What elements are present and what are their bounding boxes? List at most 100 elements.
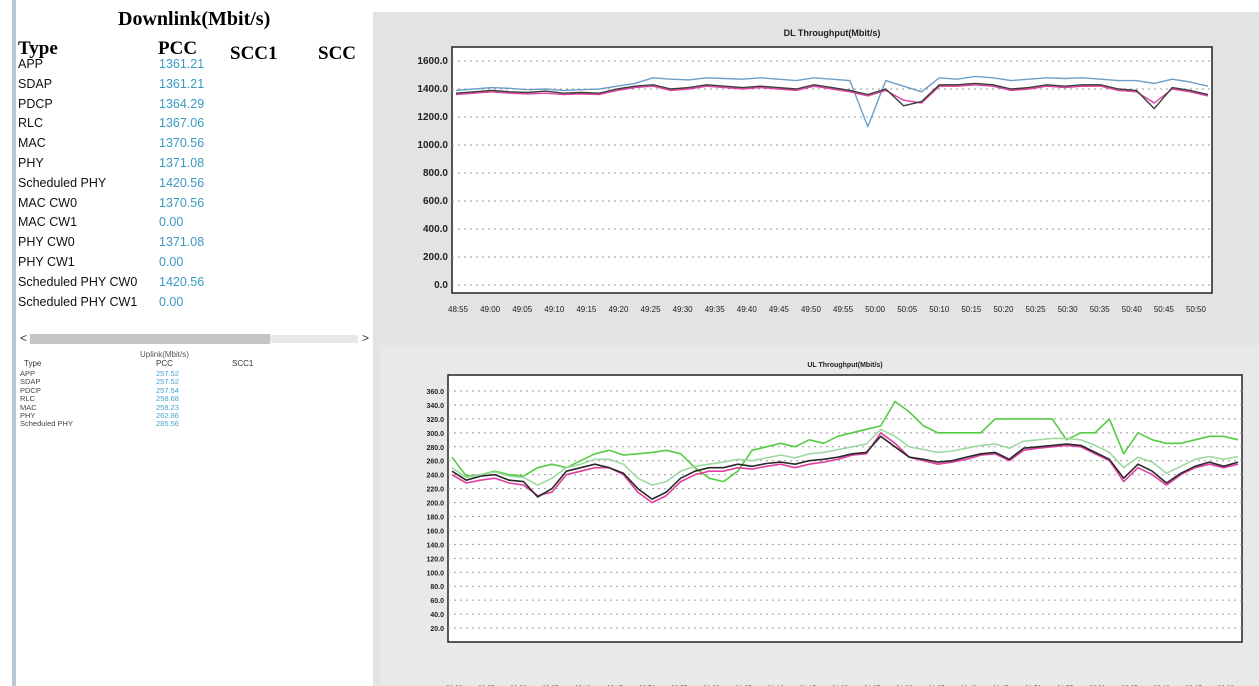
downlink-row: PDCP 1364.29 — [18, 97, 218, 117]
x-tick-label: 48:55 — [448, 305, 469, 314]
downlink-row-type: MAC CW0 — [18, 195, 78, 210]
x-tick-label: 49:00 — [480, 305, 501, 314]
scroll-left-icon[interactable]: < — [20, 331, 28, 345]
uplink-row: PHY 262.86 — [20, 411, 320, 420]
downlink-row-pcc: 1361.21 — [159, 57, 205, 71]
scroll-thumb[interactable] — [30, 334, 270, 344]
downlink-row-type: PHY — [18, 156, 44, 170]
x-tick-label: 50:40 — [1122, 305, 1143, 314]
plot-area — [447, 374, 1243, 643]
downlink-row: SDAP 1361.21 — [18, 77, 218, 97]
y-tick-label: 180.0 — [426, 515, 444, 522]
downlink-col-pcc: PCC — [158, 38, 198, 59]
downlink-row: Scheduled PHY 1420.56 — [18, 176, 218, 196]
uplink-row-type: APP — [20, 369, 36, 378]
y-tick-label: 240.0 — [426, 473, 444, 480]
uplink-row-type: PHY — [20, 411, 36, 420]
downlink-row: PHY CW0 1371.08 — [18, 235, 218, 255]
y-tick-label: 200.0 — [426, 501, 444, 508]
downlink-row-type: Scheduled PHY — [18, 175, 107, 190]
uplink-panel — [18, 348, 378, 686]
y-tick-label: 260.0 — [426, 459, 444, 466]
uplink-row-type: RLC — [20, 394, 36, 404]
x-tick-label: 50:50 — [1186, 305, 1207, 314]
downlink-row-pcc: 1370.56 — [159, 195, 205, 210]
y-tick-label: 340.0 — [426, 403, 444, 410]
downlink-row-pcc: 1420.56 — [159, 175, 205, 190]
y-tick-label: 300.0 — [426, 431, 444, 438]
uplink-row: MAC 258.23 — [20, 403, 320, 412]
uplink-row-pcc: 262.86 — [156, 411, 179, 420]
uplink-row-pcc: 257.54 — [156, 385, 179, 395]
left-panel-border — [12, 0, 16, 686]
plot-area — [451, 46, 1213, 294]
y-tick-label: 100.0 — [426, 570, 444, 577]
downlink-row-pcc: 1367.06 — [159, 116, 205, 131]
downlink-col-scc: SCC — [318, 43, 357, 64]
downlink-row-pcc: 1371.08 — [159, 156, 205, 170]
uplink-row-type: PDCP — [20, 385, 41, 395]
downlink-row-pcc: 1370.56 — [159, 136, 205, 151]
uplink-row-pcc: 257.52 — [156, 377, 179, 387]
chart-title: UL Throughput(Mbit/s) — [807, 362, 882, 369]
uplink-row-pcc: 258.68 — [156, 394, 179, 404]
x-tick-label: 49:30 — [673, 305, 694, 314]
scroll-right-icon[interactable]: > — [362, 331, 370, 345]
y-tick-label: 360.0 — [426, 389, 444, 396]
uplink-row: APP 257.52 — [20, 369, 320, 378]
uplink-row-pcc: 257.52 — [156, 369, 179, 378]
downlink-row-type: SDAP — [18, 76, 53, 91]
series-line — [451, 431, 1239, 504]
series-line — [451, 428, 1239, 486]
y-tick-label: 60.0 — [430, 598, 444, 605]
chart-title: DL Throughput(Mbit/s) — [784, 28, 881, 38]
y-tick-label: 400.0 — [423, 224, 448, 235]
y-tick-label: 1000.0 — [417, 140, 448, 151]
series-line — [451, 400, 1239, 483]
y-tick-label: 0.0 — [434, 280, 448, 291]
downlink-row: MAC 1370.56 — [18, 136, 218, 156]
downlink-row-type: Scheduled PHY CW1 — [18, 294, 138, 309]
x-tick-label: 49:45 — [769, 305, 790, 314]
downlink-title: Downlink(Mbit/s) — [118, 8, 271, 30]
series-line — [455, 75, 1209, 128]
uplink-row: PDCP 257.54 — [20, 386, 320, 395]
y-tick-label: 140.0 — [426, 542, 444, 549]
x-tick-label: 50:20 — [993, 305, 1014, 314]
y-tick-label: 1600.0 — [417, 56, 448, 67]
x-tick-label: 49:35 — [705, 305, 726, 314]
uplink-row: Scheduled PHY 285.56 — [20, 419, 320, 428]
downlink-row: Scheduled PHY CW0 1420.56 — [18, 275, 218, 295]
x-tick-label: 50:45 — [1154, 305, 1175, 314]
x-tick-label: 50:35 — [1090, 305, 1111, 314]
downlink-row: Scheduled PHY CW1 0.00 — [18, 295, 218, 315]
uplink-col-scc1: SCC1 — [232, 359, 254, 368]
uplink-col-pcc: PCC — [156, 359, 173, 368]
x-tick-label: 50:05 — [897, 305, 918, 314]
y-tick-label: 1200.0 — [417, 112, 448, 123]
y-tick-label: 280.0 — [426, 445, 444, 452]
x-tick-label: 50:15 — [961, 305, 982, 314]
uplink-row-pcc: 258.23 — [156, 402, 179, 412]
y-tick-label: 120.0 — [426, 556, 444, 563]
downlink-row-pcc: 0.00 — [159, 255, 184, 269]
downlink-row-type: Scheduled PHY CW0 — [18, 274, 138, 289]
x-tick-label: 49:25 — [641, 305, 662, 314]
uplink-row-type: MAC — [20, 402, 37, 412]
downlink-row: APP 1361.21 — [18, 57, 218, 77]
x-tick-label: 49:20 — [608, 305, 629, 314]
x-tick-label: 49:15 — [576, 305, 597, 314]
y-tick-label: 600.0 — [423, 196, 448, 207]
downlink-row-type: PHY CW0 — [18, 235, 75, 250]
downlink-row: MAC CW0 1370.56 — [18, 196, 218, 216]
downlink-row-pcc: 0.00 — [159, 294, 184, 309]
x-tick-label: 49:55 — [833, 305, 854, 314]
x-tick-label: 50:10 — [929, 305, 950, 314]
x-tick-label: 50:25 — [1026, 305, 1047, 314]
downlink-row-pcc: 1364.29 — [159, 96, 205, 111]
downlink-row-type: RLC — [18, 116, 44, 131]
x-tick-label: 49:05 — [512, 305, 533, 314]
y-tick-label: 200.0 — [423, 252, 448, 263]
horizontal-scrollbar[interactable]: < > — [18, 331, 370, 345]
series-line — [455, 82, 1209, 110]
